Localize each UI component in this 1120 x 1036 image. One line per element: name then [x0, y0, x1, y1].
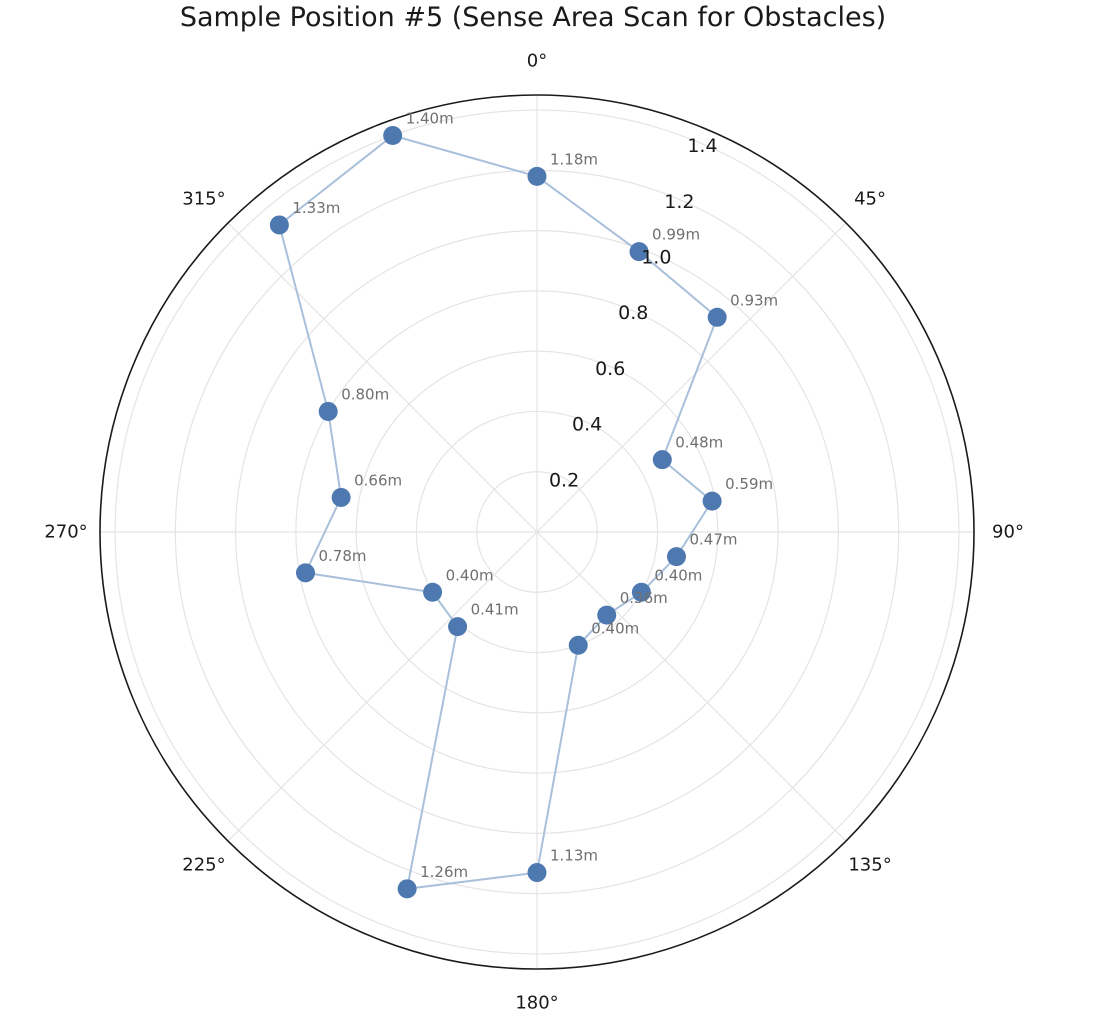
- data-point-marker: [318, 401, 338, 421]
- data-point-marker: [383, 126, 403, 146]
- tick-layer: 0° 45° 90° 135° 180° 225° 270° 315° 0.2 0.4 0.6 0.8…: [44, 51, 1024, 1014]
- angle-tick-label: 135°: [848, 855, 891, 876]
- outer-frame-circle: [99, 94, 975, 970]
- data-point-marker: [631, 582, 651, 602]
- angle-tick-label: 270°: [44, 522, 87, 543]
- data-point-marker: [397, 879, 417, 899]
- angle-tick-label: 225°: [182, 855, 225, 876]
- data-point-marker: [652, 450, 672, 470]
- data-point-label: 0.59m: [725, 475, 773, 493]
- radial-tick-label: 0.8: [618, 302, 648, 324]
- grid-layer: [100, 95, 974, 969]
- data-point-label: 1.26m: [420, 863, 468, 881]
- angle-tick-label: 90°: [992, 522, 1024, 543]
- data-point-marker: [527, 863, 547, 883]
- data-point-marker: [527, 166, 547, 186]
- data-point-label: 0.40m: [446, 566, 494, 584]
- data-point-marker: [666, 547, 686, 567]
- chart-title: Sample Position #5 (Sense Area Scan for …: [179, 2, 887, 33]
- data-point-marker: [331, 487, 351, 507]
- angle-gridline: [227, 531, 538, 842]
- radial-tick-label: 1.2: [664, 191, 694, 213]
- radial-tick-label: 0.2: [549, 469, 579, 491]
- data-point-label: 1.18m: [550, 150, 598, 168]
- angle-gridline: [536, 531, 847, 842]
- data-point-label: 0.41m: [471, 601, 519, 619]
- radial-tick-label: 1.0: [641, 247, 671, 269]
- data-point-label: 0.78m: [318, 547, 366, 565]
- data-point-marker: [707, 307, 727, 327]
- data-point-label: 0.66m: [354, 471, 402, 489]
- data-point-label: 0.99m: [652, 226, 700, 244]
- data-point-label: 0.40m: [591, 619, 639, 637]
- angle-tick-label: 180°: [515, 993, 558, 1014]
- marker-layer: [269, 126, 727, 899]
- data-point-label: 1.40m: [406, 110, 454, 128]
- data-point-label: 0.48m: [675, 434, 723, 452]
- point-label-layer: 1.18m 0.99m 0.93m 0.48m 0.59m 0.47m 0.40m 0.36m…: [292, 110, 778, 881]
- radial-tick-label: 0.4: [572, 414, 602, 436]
- data-point-marker: [448, 617, 468, 637]
- data-point-marker: [423, 582, 443, 602]
- data-point-marker: [269, 215, 289, 235]
- data-point-marker: [629, 242, 649, 262]
- angle-gridline: [227, 222, 538, 533]
- data-point-label: 0.40m: [654, 566, 702, 584]
- polar-frame: [99, 94, 975, 970]
- data-point-label: 0.47m: [689, 531, 737, 549]
- data-point-marker: [702, 491, 722, 511]
- radial-tick-label: 1.4: [687, 135, 717, 157]
- data-point-label: 0.80m: [341, 385, 389, 403]
- radial-tick-label: 0.6: [595, 358, 625, 380]
- data-point-label: 0.93m: [730, 291, 778, 309]
- data-point-label: 1.13m: [550, 847, 598, 865]
- data-point-marker: [295, 563, 315, 583]
- angle-tick-label: 0°: [527, 51, 547, 72]
- data-point-marker: [597, 605, 617, 625]
- angle-gridline: [536, 222, 847, 533]
- data-point-label: 0.36m: [620, 589, 668, 607]
- angle-tick-label: 45°: [854, 188, 886, 209]
- data-point-label: 1.33m: [292, 199, 340, 217]
- angle-tick-label: 315°: [182, 188, 225, 209]
- data-point-marker: [568, 635, 588, 655]
